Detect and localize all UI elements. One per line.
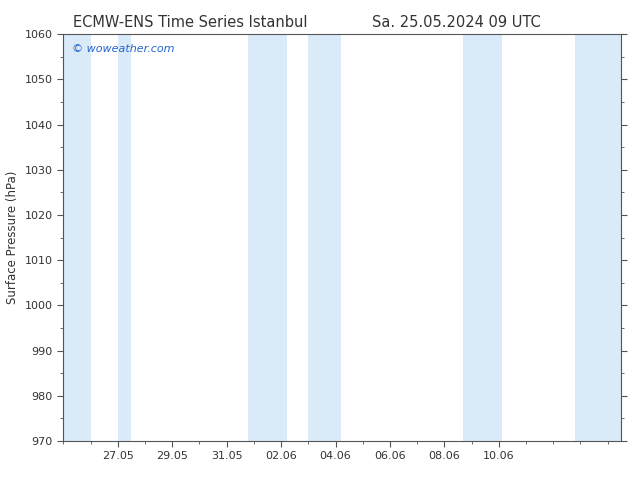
Y-axis label: Surface Pressure (hPa): Surface Pressure (hPa) (6, 171, 19, 304)
Bar (308, 34, 341, 441)
Bar (463, 34, 501, 441)
Bar (575, 34, 621, 441)
Bar (118, 34, 131, 441)
Text: Sa. 25.05.2024 09 UTC: Sa. 25.05.2024 09 UTC (372, 15, 541, 30)
Bar (63, 34, 91, 441)
Bar (249, 34, 287, 441)
Text: © woweather.com: © woweather.com (72, 45, 174, 54)
Text: ECMW-ENS Time Series Istanbul: ECMW-ENS Time Series Istanbul (73, 15, 307, 30)
